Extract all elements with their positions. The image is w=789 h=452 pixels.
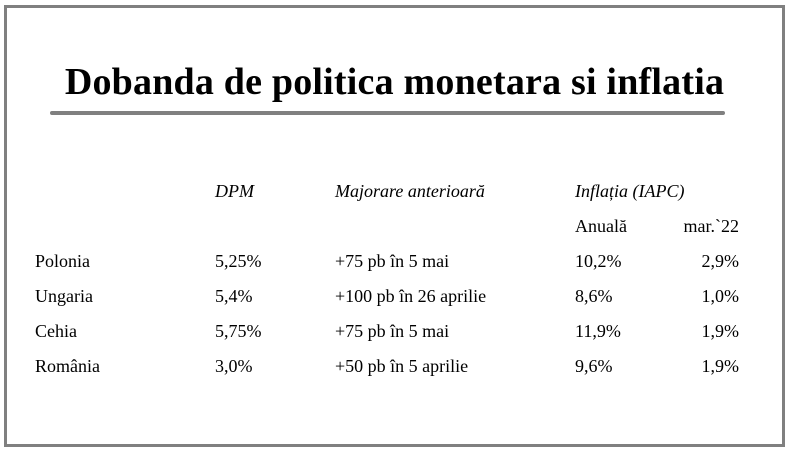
- table-row-hike: +50 pb în 5 aprilie: [335, 356, 469, 376]
- table-row-country: Ungaria: [35, 286, 93, 306]
- table-row-hike: +75 pb în 5 mai: [335, 251, 450, 271]
- table-row-dpm: 3,0%: [215, 356, 253, 376]
- header-previous-hike: Majorare anterioară: [335, 181, 485, 201]
- header-dpm: DPM: [215, 181, 254, 201]
- table-row-country: România: [35, 356, 100, 376]
- header-annual: Anuală: [575, 216, 627, 236]
- table-row-month: 2,9%: [701, 251, 740, 271]
- slide-frame: Dobanda de politica monetara si inflatia…: [4, 5, 785, 447]
- table-row-dpm: 5,4%: [215, 286, 253, 306]
- table-row-dpm: 5,25%: [215, 251, 262, 271]
- table-row-annual: 8,6%: [575, 286, 613, 306]
- table-row-country: Cehia: [35, 321, 77, 341]
- title-underline: [50, 111, 725, 115]
- table-row-month: 1,9%: [701, 356, 740, 376]
- table-row-annual: 10,2%: [575, 251, 622, 271]
- table-row-month: 1,9%: [701, 321, 740, 341]
- table-row-hike: +100 pb în 26 aprilie: [335, 286, 487, 306]
- table-row-annual: 9,6%: [575, 356, 613, 376]
- table-row-country: Polonia: [35, 251, 91, 271]
- table-row-month: 1,0%: [701, 286, 740, 306]
- table-row-annual: 11,9%: [575, 321, 621, 341]
- table-row-hike: +75 pb în 5 mai: [335, 321, 450, 341]
- header-inflation: Inflația (IAPC): [575, 181, 685, 201]
- table-row-dpm: 5,75%: [215, 321, 262, 341]
- page-title: Dobanda de politica monetara si inflatia: [64, 61, 725, 103]
- header-march-22: mar.`22: [683, 216, 740, 236]
